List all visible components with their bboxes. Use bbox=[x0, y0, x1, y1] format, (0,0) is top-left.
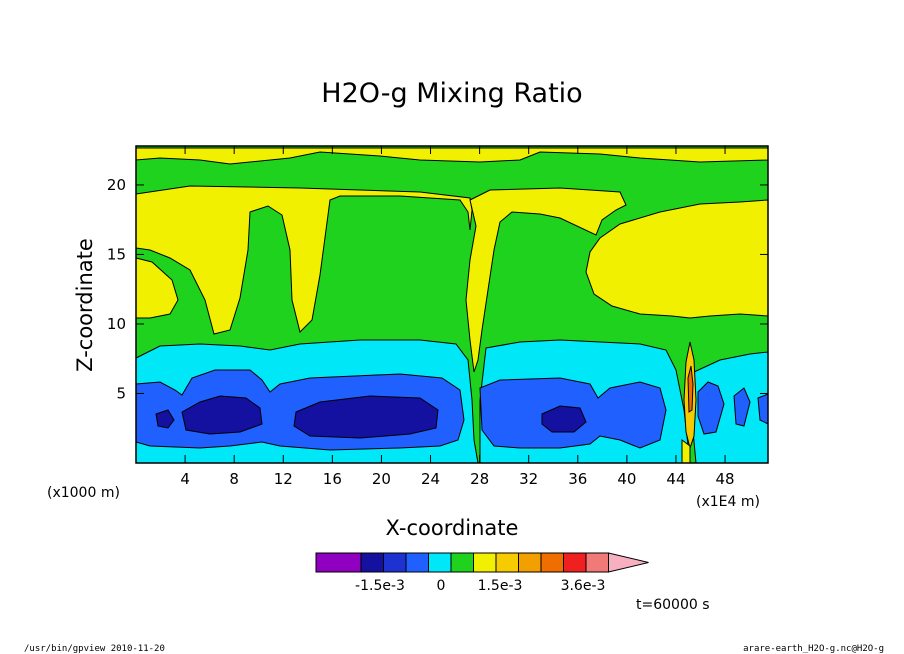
colorbar-swatch bbox=[360, 552, 384, 573]
colorbar-swatch bbox=[383, 552, 407, 573]
x-tick-label: 12 bbox=[274, 470, 293, 488]
time-label: t=60000 s bbox=[636, 597, 710, 613]
colorbar-swatch bbox=[585, 552, 609, 573]
colorbar-swatch bbox=[540, 552, 564, 573]
colorbar-swatch bbox=[563, 552, 587, 573]
x-tick-label: 4 bbox=[180, 470, 190, 488]
colorbar-swatch bbox=[495, 552, 519, 573]
yellow-region bbox=[135, 257, 179, 319]
x-tick-label: 28 bbox=[470, 470, 489, 488]
x-tick-label: 8 bbox=[229, 470, 239, 488]
footer-right: arare-earth_H2O-g.nc@H2O-g bbox=[743, 644, 884, 654]
x-tick-label: 24 bbox=[421, 470, 440, 488]
colorbar-labels: -1.5e-3 0 1.5e-3 3.6e-3 bbox=[355, 578, 605, 594]
x-axis-label: X-coordinate bbox=[386, 516, 519, 540]
colorbar-swatch bbox=[518, 552, 542, 573]
dark-blue-region bbox=[293, 395, 439, 439]
blue-region bbox=[697, 381, 725, 435]
y-tick-label: 10 bbox=[107, 315, 126, 333]
orange-region bbox=[687, 365, 694, 413]
y-axis-ticks: 5 10 15 20 bbox=[107, 176, 768, 402]
yellow-region bbox=[585, 199, 769, 319]
dark-blue-region bbox=[155, 409, 175, 429]
footer-left: /usr/bin/gpview 2010-11-20 bbox=[24, 644, 165, 654]
colorbar-swatch bbox=[405, 552, 429, 573]
colorbar-arrow bbox=[608, 552, 649, 573]
x-tick-label: 16 bbox=[323, 470, 342, 488]
x-unit-left: (x1000 m) bbox=[47, 485, 120, 501]
chart-title: H2O-g Mixing Ratio bbox=[321, 78, 582, 109]
colorbar bbox=[315, 552, 649, 573]
colorbar-label: -1.5e-3 bbox=[355, 578, 405, 594]
dark-blue-region bbox=[181, 395, 263, 435]
x-tick-label: 48 bbox=[716, 470, 735, 488]
x-axis-ticks: 4 8 12 16 20 24 28 32 36 40 44 48 bbox=[180, 146, 735, 488]
x-unit-right: (x1E4 m) bbox=[696, 494, 760, 510]
colorbar-swatch bbox=[315, 552, 362, 573]
x-tick-label: 40 bbox=[617, 470, 636, 488]
x-tick-label: 20 bbox=[372, 470, 391, 488]
colorbar-label: 1.5e-3 bbox=[478, 578, 523, 594]
x-tick-label: 44 bbox=[666, 470, 685, 488]
dark-blue-region bbox=[541, 405, 587, 433]
y-tick-label: 15 bbox=[107, 245, 126, 263]
colorbar-swatch bbox=[428, 552, 452, 573]
y-axis-label: Z-coordinate bbox=[73, 238, 97, 372]
colorbar-label: 0 bbox=[437, 578, 446, 594]
x-tick-label: 32 bbox=[519, 470, 538, 488]
yellow-region bbox=[465, 187, 627, 373]
blue-region bbox=[757, 393, 769, 425]
y-tick-label: 5 bbox=[116, 384, 126, 402]
colorbar-swatch bbox=[473, 552, 497, 573]
blue-region bbox=[733, 387, 751, 427]
colorbar-swatch bbox=[450, 552, 474, 573]
plot-frame bbox=[135, 145, 769, 464]
y-tick-label: 20 bbox=[107, 176, 126, 194]
x-tick-label: 36 bbox=[568, 470, 587, 488]
yellow-region bbox=[135, 147, 769, 165]
colorbar-label: 3.6e-3 bbox=[561, 578, 606, 594]
